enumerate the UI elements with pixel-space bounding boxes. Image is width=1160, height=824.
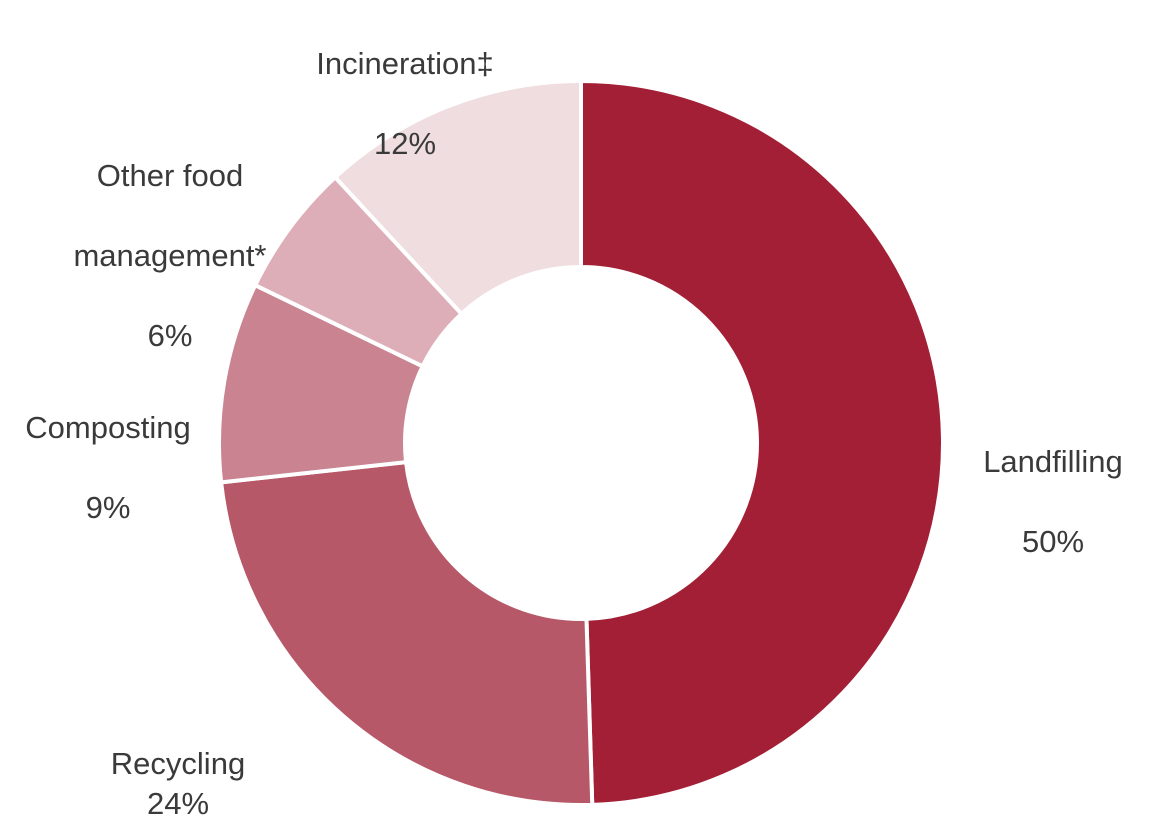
- label-other-value: 6%: [147, 318, 193, 353]
- label-other-food-management: Other food management* 6%: [45, 116, 295, 396]
- slice-recycling: [219, 460, 595, 806]
- label-composting-value: 9%: [85, 490, 131, 525]
- slice-landfilling: [579, 79, 945, 806]
- donut-chart: [217, 79, 945, 806]
- label-composting-name: Composting: [25, 410, 191, 445]
- slice-incineration: [333, 79, 583, 316]
- label-landfilling: Landfilling 50%: [960, 402, 1146, 602]
- label-other-line1: Other food: [96, 158, 244, 193]
- label-landfilling-value: 50%: [1021, 524, 1085, 559]
- label-recycling: Recycling 24%: [58, 704, 298, 824]
- label-incineration-value: 12%: [373, 126, 437, 161]
- label-recycling-value: 24%: [146, 786, 210, 821]
- label-landfilling-name: Landfilling: [983, 444, 1123, 479]
- label-incineration-name: Incineration‡: [316, 46, 494, 81]
- label-incineration: Incineration‡ 12%: [290, 4, 520, 204]
- label-other-line2: management*: [73, 238, 267, 273]
- label-composting: Composting 9%: [8, 368, 208, 568]
- label-recycling-name: Recycling: [110, 746, 246, 781]
